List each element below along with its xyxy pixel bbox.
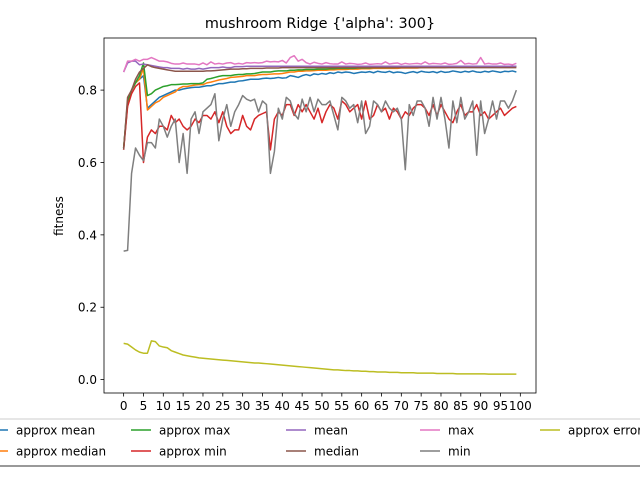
legend-label: min: [448, 445, 471, 459]
series-line-approx-mean: [122, 70, 517, 149]
x-tick-label: 65: [374, 399, 389, 413]
x-tick-label: 90: [473, 399, 488, 413]
x-tick-label: 50: [314, 399, 329, 413]
x-tick-label: 60: [354, 399, 369, 413]
x-tick-label: 20: [195, 399, 210, 413]
y-axis: 0.0 0.2 0.4 0.6 0.8: [78, 84, 104, 387]
y-tick-label: 0.4: [78, 228, 97, 242]
x-tick-label: 75: [414, 399, 429, 413]
legend-label: approx max: [159, 424, 230, 438]
x-tick-label: 15: [175, 399, 190, 413]
series-line-approx-error: [123, 340, 517, 375]
legend-label: max: [448, 424, 474, 438]
legend-label: approx min: [159, 445, 227, 459]
legend-label: approx mean: [16, 424, 95, 438]
legend-label: approx error: [568, 424, 640, 438]
legend-label: approx median: [16, 445, 106, 459]
x-tick-label: 80: [433, 399, 448, 413]
x-tick-label: 55: [334, 399, 349, 413]
y-tick-label: 0.8: [78, 84, 97, 98]
y-tick-label: 0.2: [78, 301, 97, 315]
series-line-max: [122, 54, 517, 73]
y-tick-label: 0.6: [78, 156, 97, 170]
x-axis: 0 5 10 15 20 25 30 35 40 45 50 55 60 65 70 75 80 85 90 95 10…: [120, 393, 532, 413]
x-tick-label: 70: [394, 399, 409, 413]
x-tick-label: 30: [235, 399, 250, 413]
series-line-median: [122, 64, 517, 150]
x-tick-label: 25: [215, 399, 230, 413]
legend: approx mean approx median approx max approx…: [0, 418, 640, 467]
plot-area: [122, 54, 518, 375]
x-tick-label: 35: [255, 399, 270, 413]
x-tick-label: 100: [509, 399, 532, 413]
legend-label: median: [314, 445, 359, 459]
x-tick-label: 10: [156, 399, 171, 413]
axes-frame: [103, 37, 537, 394]
chart-title: mushroom Ridge {'alpha': 300}: [205, 16, 435, 32]
x-tick-label: 0: [120, 399, 128, 413]
x-tick-label: 45: [295, 399, 310, 413]
y-axis-label: fitness: [52, 196, 66, 236]
x-tick-label: 5: [140, 399, 148, 413]
series-line-min: [123, 89, 518, 252]
legend-label: mean: [314, 424, 348, 438]
x-tick-label: 85: [453, 399, 468, 413]
x-tick-label: 40: [275, 399, 290, 413]
y-tick-label: 0.0: [78, 373, 97, 387]
x-tick-label: 95: [493, 399, 508, 413]
series-line-mean: [122, 60, 517, 73]
